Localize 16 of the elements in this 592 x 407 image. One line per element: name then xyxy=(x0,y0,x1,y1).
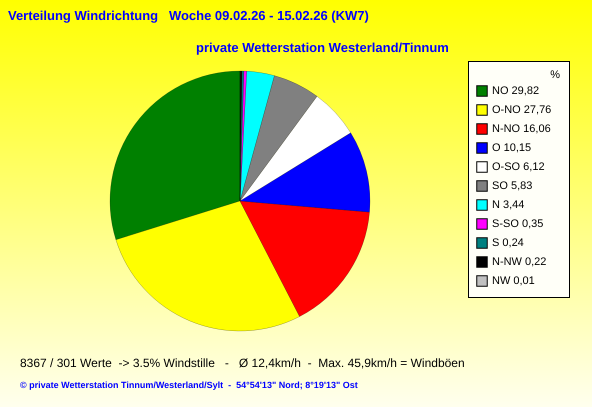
chart-title: Verteilung Windrichtung Woche 09.02.26 - 15.02.26 (KW7) xyxy=(8,8,369,23)
text: 8367 / 301 Werte -> 3.5% Windstille - Ø 12,4km/h - Max. 45,9km/h = Windböen xyxy=(20,356,465,370)
legend-label: N-NW 0,22 xyxy=(492,256,546,268)
legend-label: O 10,15 xyxy=(492,142,532,154)
legend-label: NW 0,01 xyxy=(492,275,535,287)
chart-subtitle: private Wetterstation Westerland/Tinnum xyxy=(196,40,449,55)
text: © private Wetterstation Tinnum/Westerland/Sylt - 54°54'13" Nord; 8°19'13" Ost xyxy=(20,380,358,390)
legend-label: S-SO 0,35 xyxy=(492,218,544,230)
legend-label: NO 29,82 xyxy=(492,85,540,97)
legend-title: % xyxy=(550,69,560,81)
legend-label: N-NO 16,06 xyxy=(492,123,551,135)
legend-label: S 0,24 xyxy=(492,237,524,249)
legend-label: O-NO 27,76 xyxy=(492,104,552,116)
legend-label: O-SO 6,12 xyxy=(492,161,545,173)
legend-label: N 3,44 xyxy=(492,199,524,211)
legend-label: SO 5,83 xyxy=(492,180,532,192)
